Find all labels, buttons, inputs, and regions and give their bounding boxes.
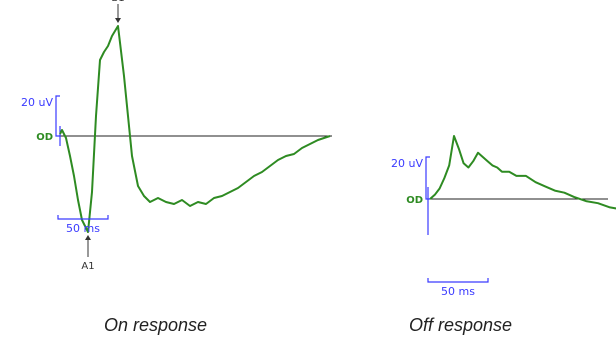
off-time-scale-label: 50 ms bbox=[441, 285, 475, 298]
off-voltage-scale-label: 20 uV bbox=[391, 157, 423, 170]
off-response-chart: 20 uV OD 50 ms bbox=[391, 135, 616, 298]
b1-marker-arrow bbox=[115, 18, 121, 23]
on-voltage-scale-bar bbox=[55, 95, 60, 137]
on-time-scale-bar bbox=[57, 215, 109, 220]
a1-label: A1 bbox=[81, 261, 94, 272]
off-time-scale-bar bbox=[427, 278, 489, 283]
on-time-scale-label: 50 ms bbox=[66, 222, 100, 235]
on-response-caption: On response bbox=[104, 315, 208, 335]
on-voltage-scale-label: 20 uV bbox=[21, 96, 53, 109]
on-eye-label: OD bbox=[36, 132, 53, 143]
off-response-trace bbox=[429, 135, 616, 210]
off-response-caption: Off response bbox=[409, 315, 513, 335]
on-response-panel: 20 uV OD 50 ms B1 A1 bbox=[21, 0, 332, 272]
a1-marker-arrow bbox=[85, 235, 91, 240]
on-response-chart: 20 uV OD 50 ms B1 A1 bbox=[21, 0, 332, 272]
off-response-panel: 20 uV OD 50 ms bbox=[358, 95, 616, 310]
b1-label: B1 bbox=[111, 0, 124, 4]
off-eye-label: OD bbox=[406, 195, 423, 206]
off-voltage-scale-bar bbox=[425, 156, 430, 200]
on-response-trace bbox=[59, 25, 331, 233]
